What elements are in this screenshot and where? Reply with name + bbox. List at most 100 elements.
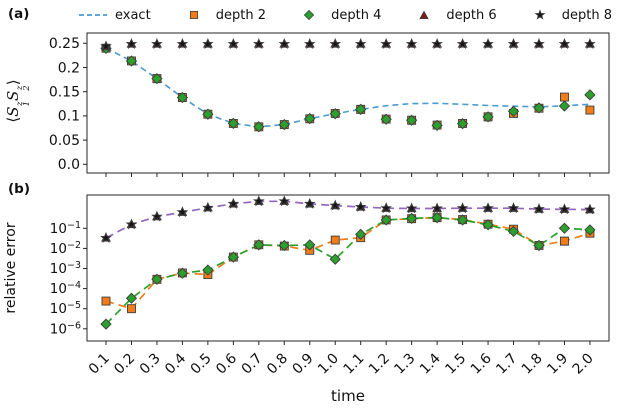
series-marker-star — [533, 37, 545, 49]
series-marker-star — [584, 37, 596, 49]
series-marker-diamond — [125, 292, 138, 304]
x-tick-label: 1.6 — [468, 350, 495, 377]
x-tick-label: 1.9 — [544, 351, 571, 378]
series-marker-diamond — [584, 224, 596, 236]
x-tick-label: 1.8 — [519, 351, 546, 378]
series-marker-star — [456, 202, 469, 214]
series-depth-4 — [100, 42, 596, 133]
panel-a-y-tick-label: 0.05 — [49, 133, 80, 149]
series-marker-star — [456, 37, 469, 49]
panel-a-y-tick-label: 0.1 — [58, 109, 80, 125]
series-marker-diamond — [125, 55, 138, 67]
x-ticks — [105, 173, 591, 345]
series-marker-star — [329, 37, 342, 49]
series-marker-diamond — [304, 112, 316, 125]
x-tick-label: 1.4 — [417, 350, 444, 377]
series-marker-diamond — [227, 251, 239, 263]
diamond-swatch — [303, 9, 315, 21]
legend-item-exact: exact — [78, 8, 151, 23]
series-marker-star — [558, 203, 571, 215]
series-depth-4-markers — [100, 211, 596, 330]
series-marker-diamond — [584, 89, 596, 101]
x-tick-label: 0.7 — [239, 351, 266, 378]
panel-b-y-tick-label: 10−5 — [50, 300, 81, 317]
diamond-icon — [303, 9, 315, 21]
panel-a-frame — [86, 32, 610, 174]
panel-b-series — [100, 195, 596, 330]
axes — [86, 32, 610, 342]
x-tick-label: 1.1 — [340, 351, 367, 378]
panel-a-y-tick-label: 0.0 — [58, 157, 80, 173]
x-tick-labels: 0.10.20.30.40.50.60.70.80.91.01.11.21.31… — [86, 350, 597, 377]
series-marker-star — [278, 37, 291, 49]
series-marker-diamond — [558, 222, 571, 234]
series-line — [105, 47, 590, 128]
series-marker-diamond — [151, 72, 163, 85]
x-tick-label: 0.4 — [162, 350, 189, 377]
series-marker-diamond — [507, 105, 520, 117]
panel-a-y-axis: 0.0 0.05 0.1 0.15 0.2 0.25 — [49, 36, 87, 173]
series-marker-star — [482, 37, 494, 49]
series-marker-star — [405, 37, 418, 49]
x-tick-label: 1.5 — [442, 351, 469, 378]
series-marker-star — [431, 37, 443, 49]
series-marker-diamond — [202, 264, 214, 276]
series-marker-square — [127, 304, 136, 314]
series-depth-2-markers — [101, 213, 595, 314]
series-marker-diamond — [380, 214, 392, 226]
x-tick-label: 0.6 — [213, 350, 240, 377]
panel-b-y-tick-label: 10−1 — [50, 220, 81, 237]
x-axis-label: time — [331, 387, 365, 405]
panel-a-y-tick-label: 0.25 — [49, 36, 80, 52]
series-marker-diamond — [380, 113, 392, 125]
series-marker-diamond — [278, 118, 290, 131]
panel-a-y-tick-label: 0.15 — [49, 85, 80, 101]
series-marker-star — [354, 200, 367, 212]
series-marker-square — [101, 296, 111, 306]
x-tick-label: 0.1 — [86, 351, 113, 378]
series-marker-star — [584, 203, 596, 215]
panel-a-y-tick-label: 0.2 — [58, 60, 80, 76]
panel-b-y-tick-label: 10−3 — [50, 260, 81, 277]
series-marker-diamond — [533, 239, 545, 252]
series-marker-star — [253, 195, 265, 207]
x-tick-label: 2.0 — [570, 351, 597, 378]
square-swatch — [189, 11, 198, 19]
series-marker-star — [380, 37, 392, 49]
series-marker-star — [380, 202, 392, 214]
series-marker-star — [558, 37, 571, 49]
series-marker-star — [431, 202, 443, 214]
series-depth-8-markers — [100, 195, 596, 243]
series-marker-diamond — [558, 100, 571, 112]
series-marker-star — [303, 37, 316, 49]
series-marker-star — [176, 206, 189, 218]
series-marker-star — [329, 199, 342, 211]
x-tick-label: 0.8 — [264, 351, 291, 378]
series-marker-diamond — [355, 103, 367, 116]
angle-close: ⟩ — [4, 79, 22, 86]
x-tick-label: 0.5 — [188, 351, 215, 378]
series-marker-star — [100, 40, 112, 52]
series-marker-diamond — [329, 253, 341, 265]
series-marker-diamond — [253, 239, 265, 251]
legend-label: exact — [115, 7, 151, 23]
series-depth-6 — [101, 38, 595, 51]
series-marker-star — [278, 195, 291, 207]
panel-a-series — [100, 37, 596, 133]
series-marker-star — [405, 202, 418, 214]
series-marker-star — [253, 37, 265, 49]
series-marker-star — [533, 203, 545, 215]
x-tick-label: 1.2 — [366, 351, 393, 378]
legend-label: depth 6 — [446, 7, 497, 23]
series-marker-diamond — [482, 219, 494, 231]
series-marker-diamond — [253, 121, 265, 133]
angle-open: ⟨ — [4, 116, 22, 123]
panel-b-ylabel: relative error — [3, 222, 19, 314]
series-marker-diamond — [456, 214, 469, 226]
series-marker-star — [125, 37, 138, 49]
series-marker-diamond — [431, 119, 443, 131]
